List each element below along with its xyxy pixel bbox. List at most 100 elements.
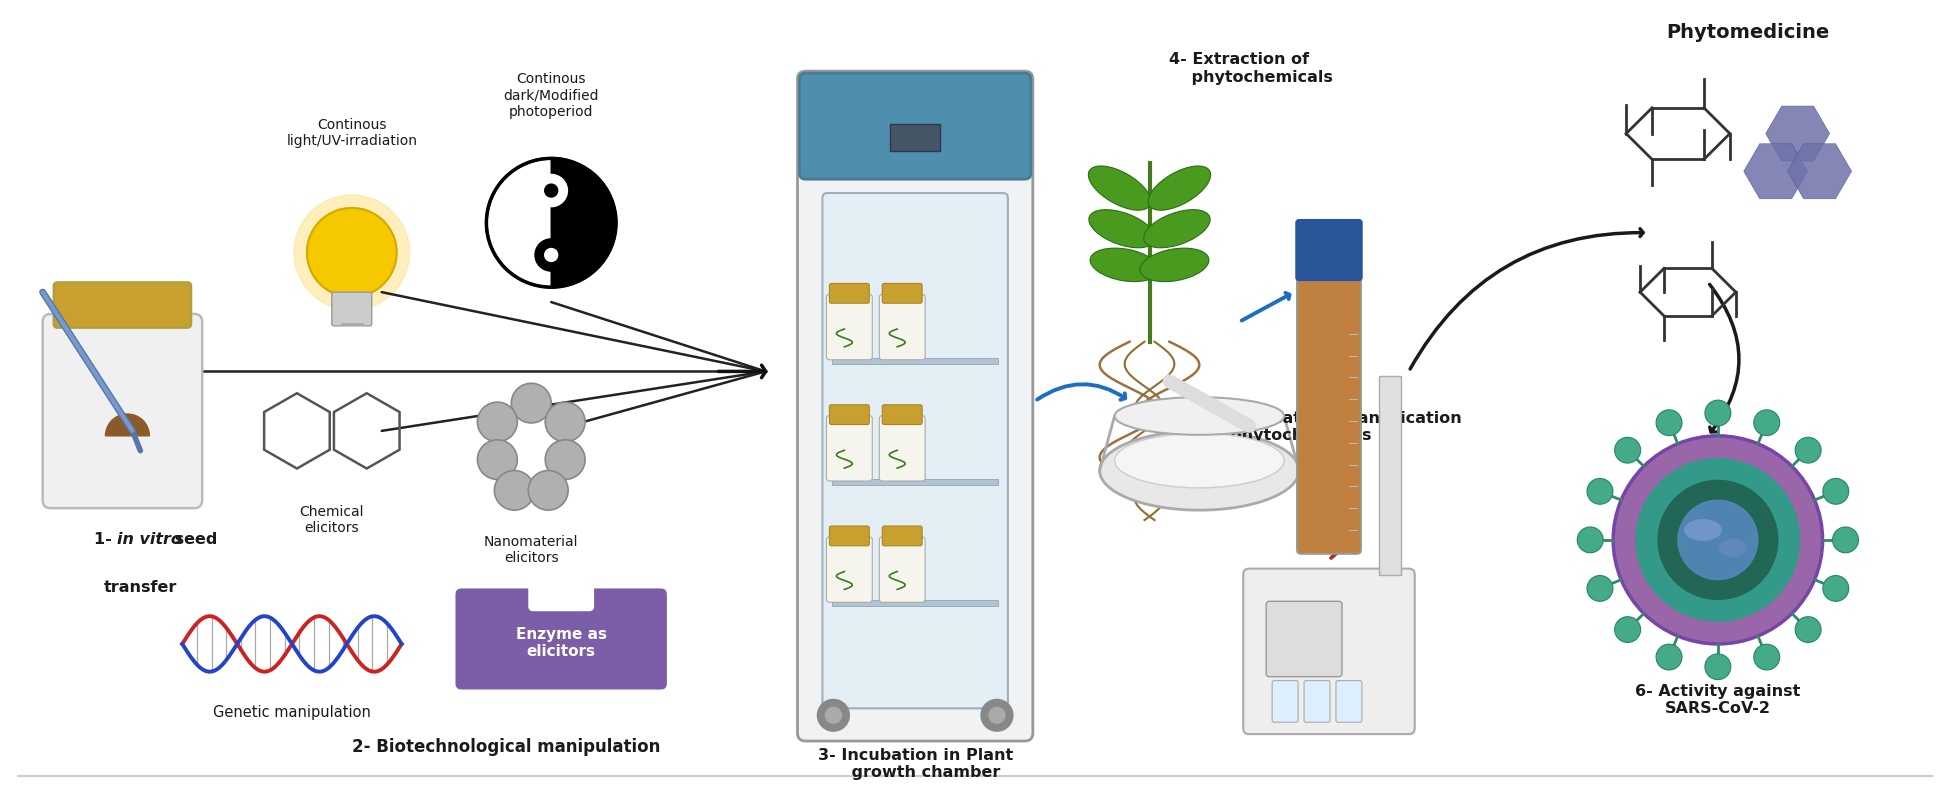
Text: Nanomaterial
elicitors: Nanomaterial elicitors [484,535,579,565]
FancyBboxPatch shape [829,284,870,303]
Wedge shape [552,158,616,287]
Text: 2- Biotechnological manipulation: 2- Biotechnological manipulation [351,738,661,756]
Circle shape [1578,527,1603,553]
Text: 6- Activity against
SARS-CoV-2: 6- Activity against SARS-CoV-2 [1636,683,1800,716]
Bar [891,124,940,151]
Ellipse shape [1149,166,1211,210]
Circle shape [478,440,517,479]
FancyBboxPatch shape [829,405,870,425]
Ellipse shape [1088,210,1154,248]
Circle shape [294,195,410,310]
Circle shape [1823,478,1849,505]
Circle shape [1833,527,1858,553]
Polygon shape [1767,106,1829,161]
Circle shape [306,208,396,297]
FancyBboxPatch shape [879,295,924,360]
FancyBboxPatch shape [1305,680,1330,722]
Circle shape [478,402,517,442]
FancyBboxPatch shape [43,314,203,508]
FancyBboxPatch shape [1271,680,1299,722]
Ellipse shape [1088,166,1150,210]
Text: Continous
dark/Modified
photoperiod: Continous dark/Modified photoperiod [503,72,599,119]
Circle shape [546,440,585,479]
FancyBboxPatch shape [881,284,922,303]
FancyBboxPatch shape [528,564,595,611]
FancyBboxPatch shape [879,537,924,602]
Circle shape [817,699,850,731]
Polygon shape [1743,144,1808,199]
Circle shape [528,470,567,510]
Circle shape [1615,437,1640,463]
Ellipse shape [1718,539,1747,557]
FancyBboxPatch shape [332,292,372,326]
Polygon shape [1788,144,1851,199]
Text: Enzyme as
elicitors: Enzyme as elicitors [515,626,606,659]
Text: Chemical
elicitors: Chemical elicitors [300,505,365,535]
FancyBboxPatch shape [1266,601,1342,676]
Circle shape [534,239,567,271]
Circle shape [511,383,552,423]
Wedge shape [105,414,150,436]
FancyBboxPatch shape [800,73,1032,179]
Text: Phytomedicine: Phytomedicine [1665,23,1829,42]
Text: 4- Extraction of
    phytochemicals: 4- Extraction of phytochemicals [1170,52,1334,85]
Circle shape [1679,501,1757,580]
Circle shape [1823,576,1849,601]
Circle shape [1658,481,1778,600]
Circle shape [1656,644,1683,670]
Text: in vitro: in vitro [117,532,183,547]
Ellipse shape [1115,433,1285,488]
Circle shape [825,707,840,723]
Circle shape [981,699,1012,731]
Circle shape [1587,576,1613,601]
Bar [833,600,998,606]
FancyBboxPatch shape [827,416,872,481]
FancyBboxPatch shape [1297,220,1361,280]
Circle shape [1796,617,1821,642]
Text: Continous
light/UV-irradiation: Continous light/UV-irradiation [287,118,417,148]
FancyBboxPatch shape [1336,680,1361,722]
Circle shape [1615,617,1640,642]
FancyBboxPatch shape [456,588,667,690]
FancyBboxPatch shape [1244,569,1416,734]
Text: transfer: transfer [103,580,177,595]
FancyBboxPatch shape [55,282,191,328]
FancyBboxPatch shape [829,526,870,546]
FancyBboxPatch shape [827,537,872,602]
Text: seed: seed [170,532,218,547]
Ellipse shape [1145,210,1211,248]
FancyBboxPatch shape [881,526,922,546]
Circle shape [1753,409,1780,436]
Text: 5- Identification/quantification
    of phytochemicals: 5- Identification/quantification of phyt… [1184,411,1462,444]
Bar [1379,376,1400,574]
Ellipse shape [1685,519,1722,541]
Circle shape [486,158,616,287]
Circle shape [1704,400,1732,426]
Circle shape [989,707,1004,723]
FancyBboxPatch shape [879,416,924,481]
Circle shape [1796,437,1821,463]
Circle shape [1613,436,1823,644]
Circle shape [544,249,558,261]
FancyBboxPatch shape [881,405,922,425]
Text: 1-: 1- [94,532,117,547]
Circle shape [544,184,558,197]
Bar [833,358,998,364]
FancyBboxPatch shape [827,295,872,360]
Bar [833,479,998,485]
Text: Genetic manipulation: Genetic manipulation [213,706,370,721]
Ellipse shape [1090,248,1158,282]
Circle shape [1753,644,1780,670]
Circle shape [1656,409,1683,436]
FancyBboxPatch shape [798,71,1034,741]
Circle shape [1587,478,1613,505]
Ellipse shape [1100,431,1299,510]
Circle shape [495,470,534,510]
Circle shape [546,402,585,442]
Text: 3- Incubation in Plant
    growth chamber: 3- Incubation in Plant growth chamber [817,748,1012,780]
FancyBboxPatch shape [823,193,1008,708]
Circle shape [1704,654,1732,680]
FancyBboxPatch shape [1297,253,1361,554]
Circle shape [534,174,567,207]
Ellipse shape [1115,397,1285,435]
